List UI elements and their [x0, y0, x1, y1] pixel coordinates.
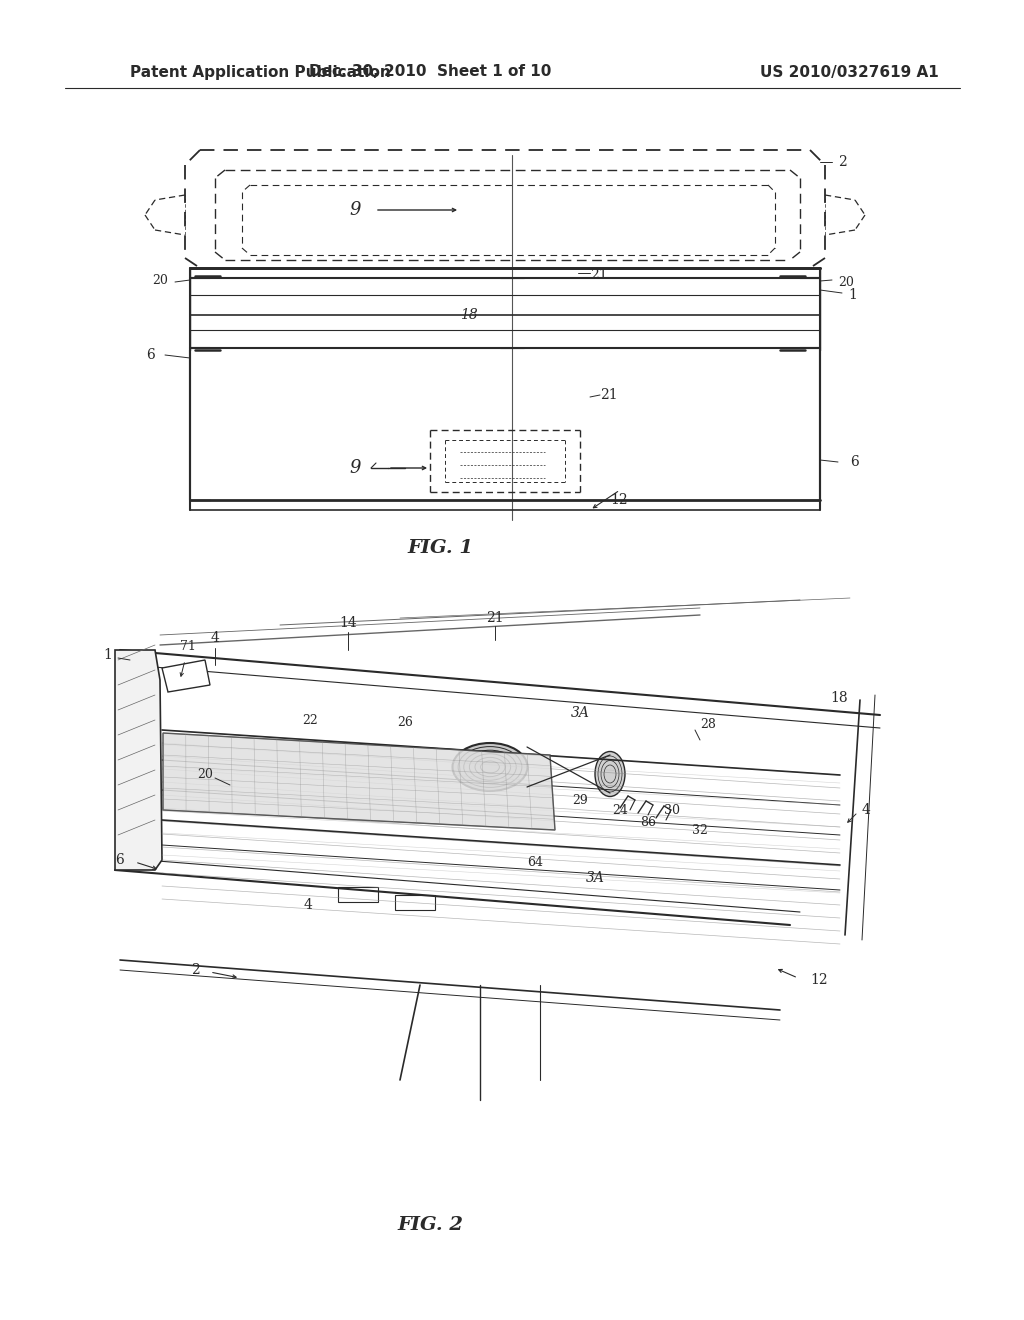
Text: 6: 6 [850, 455, 859, 469]
Text: 24: 24 [612, 804, 628, 817]
Text: 12: 12 [610, 492, 628, 507]
Text: 32: 32 [692, 824, 708, 837]
Ellipse shape [453, 743, 527, 791]
Text: 14: 14 [339, 616, 357, 630]
Text: 9: 9 [349, 201, 360, 219]
Bar [338, 887, 378, 902]
Text: US 2010/0327619 A1: US 2010/0327619 A1 [760, 65, 939, 79]
Text: 21: 21 [590, 268, 607, 282]
Bar [395, 895, 435, 909]
Text: 2: 2 [838, 154, 847, 169]
Text: 29: 29 [572, 793, 588, 807]
Text: 18: 18 [460, 308, 478, 322]
Text: 18: 18 [830, 690, 848, 705]
Text: 86: 86 [640, 816, 656, 829]
Text: 2: 2 [190, 964, 200, 977]
Text: 71: 71 [180, 640, 196, 653]
Text: 20: 20 [153, 273, 168, 286]
Text: 4: 4 [211, 631, 219, 645]
Polygon shape [115, 649, 162, 870]
Ellipse shape [595, 751, 625, 796]
Polygon shape [163, 733, 555, 830]
Text: 20: 20 [838, 276, 854, 289]
Text: 20: 20 [197, 768, 213, 781]
Text: 6: 6 [116, 853, 124, 867]
Text: 9: 9 [349, 459, 360, 477]
Text: 22: 22 [302, 714, 317, 726]
Text: 3A: 3A [586, 871, 604, 884]
Text: 1: 1 [103, 648, 113, 663]
Text: FIG. 2: FIG. 2 [397, 1216, 463, 1234]
Text: 28: 28 [700, 718, 716, 730]
Text: 21: 21 [486, 611, 504, 624]
Text: FIG. 1: FIG. 1 [407, 539, 473, 557]
Text: 4: 4 [303, 898, 312, 912]
Text: 4: 4 [862, 803, 870, 817]
Text: 3A: 3A [570, 706, 590, 719]
Text: 30: 30 [664, 804, 680, 817]
Polygon shape [162, 660, 210, 692]
Text: 1: 1 [848, 288, 857, 302]
Text: 26: 26 [397, 715, 413, 729]
Text: 64: 64 [527, 857, 543, 870]
Text: Dec. 30, 2010  Sheet 1 of 10: Dec. 30, 2010 Sheet 1 of 10 [309, 65, 551, 79]
Text: Patent Application Publication: Patent Application Publication [130, 65, 391, 79]
Text: 21: 21 [600, 388, 617, 403]
Text: 12: 12 [810, 973, 827, 987]
Text: 6: 6 [146, 348, 155, 362]
